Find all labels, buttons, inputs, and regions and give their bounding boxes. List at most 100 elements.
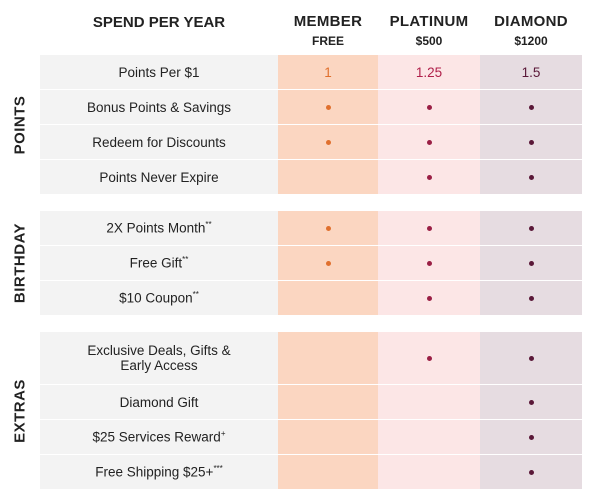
tier-cell: 1 <box>278 55 378 89</box>
tier-cell <box>378 385 480 419</box>
section-label: BIRTHDAY <box>11 222 29 304</box>
cell-dot <box>528 225 534 231</box>
row-label: 2X Points Month** <box>40 211 278 245</box>
tier-cell <box>378 125 480 159</box>
tier-price: $500 <box>415 34 443 48</box>
row-label-text: Free Shipping $25+*** <box>95 464 223 480</box>
row-label-note: + <box>220 429 226 439</box>
section-title: BIRTHDAY <box>0 211 40 315</box>
cell-dot <box>325 225 331 231</box>
cell-dot <box>528 174 534 180</box>
row-label-main: Exclusive Deals, Gifts & Early Access <box>87 343 231 373</box>
tier-cell: 1.25 <box>378 55 480 89</box>
cell-dot <box>426 104 432 110</box>
tier-cell <box>480 281 582 315</box>
cell-dot <box>528 399 534 405</box>
cell-dot <box>426 225 432 231</box>
table-row: Redeem for Discounts <box>40 125 582 159</box>
row-label-text: Bonus Points & Savings <box>87 100 231 115</box>
row-label: $10 Coupon** <box>40 281 278 315</box>
tier-cell <box>480 332 582 384</box>
section-title: EXTRAS <box>0 332 40 489</box>
tier-cell <box>480 160 582 194</box>
row-label: Points Never Expire <box>40 160 278 194</box>
tier-cell <box>378 246 480 280</box>
row-label: Diamond Gift <box>40 385 278 419</box>
tier-name: DIAMOND <box>494 13 568 30</box>
tier-header: PLATINUM $500 <box>378 0 480 55</box>
tier-cell <box>480 455 582 489</box>
table-row: Diamond Gift <box>40 385 582 419</box>
cell-dot <box>426 174 432 180</box>
table-row: 2X Points Month** <box>40 211 582 245</box>
table-row: Bonus Points & Savings <box>40 90 582 124</box>
section-label: POINTS <box>11 95 29 154</box>
cell-dot <box>528 469 534 475</box>
row-label: Free Shipping $25+*** <box>40 455 278 489</box>
header-title: SPEND PER YEAR <box>92 14 226 31</box>
row-label-text: Diamond Gift <box>120 395 199 410</box>
tier-cell <box>480 420 582 454</box>
cell-dot <box>528 260 534 266</box>
tier-header: MEMBER FREE <box>278 0 378 55</box>
cell-dot <box>426 295 432 301</box>
tier-cell <box>378 211 480 245</box>
row-label-text: $10 Coupon** <box>119 290 199 306</box>
row-label-main: Bonus Points & Savings <box>86 99 232 115</box>
row-label-text: Free Gift** <box>130 255 189 271</box>
row-label-main: 2X Points Month <box>106 220 206 236</box>
row-label-text: Points Per $1 <box>118 65 199 80</box>
tier-name: MEMBER <box>293 13 363 30</box>
tier-cell <box>378 455 480 489</box>
row-label: Points Per $1 <box>40 55 278 89</box>
tier-cell <box>278 332 378 384</box>
cell-value: 1.5 <box>521 64 541 80</box>
row-label-main: $10 Coupon <box>119 290 193 306</box>
section-rows: Points Per $1 1 1.25 1.5 Bonus Points & Savi… <box>40 55 582 194</box>
tier-cell <box>278 281 378 315</box>
row-label: Redeem for Discounts <box>40 125 278 159</box>
row-label-text: Redeem for Discounts <box>92 135 226 150</box>
row-label-main: Free Gift <box>129 255 183 271</box>
row-label-note: *** <box>213 464 223 474</box>
tier-cell <box>378 332 480 384</box>
row-label-main: Points Per $1 <box>118 64 200 80</box>
tier-cell <box>278 125 378 159</box>
tier-cell <box>480 90 582 124</box>
row-label-main: Diamond Gift <box>119 394 199 410</box>
table-row: Free Gift** <box>40 246 582 280</box>
tier-cell <box>480 211 582 245</box>
row-label-note: ** <box>205 220 212 230</box>
row-label-text: Points Never Expire <box>99 170 218 185</box>
cell-dot <box>528 104 534 110</box>
cell-dot <box>325 104 331 110</box>
section-rows: 2X Points Month** Free Gift** $10 Coupon** <box>40 211 582 315</box>
cell-value: 1 <box>324 64 332 80</box>
row-label-text: Exclusive Deals, Gifts & Early Access <box>80 343 238 373</box>
row-label-text: $25 Services Reward+ <box>93 429 226 445</box>
tier-cell <box>278 420 378 454</box>
tier-cell <box>278 246 378 280</box>
cell-dot <box>325 260 331 266</box>
row-label: Bonus Points & Savings <box>40 90 278 124</box>
tier-cell <box>278 385 378 419</box>
tier-cell <box>278 160 378 194</box>
tier-cell <box>278 455 378 489</box>
row-label-main: Free Shipping $25+ <box>95 464 214 480</box>
tier-price: FREE <box>311 34 344 48</box>
table-row: Free Shipping $25+*** <box>40 455 582 489</box>
table-row: $25 Services Reward+ <box>40 420 582 454</box>
tier-header: DIAMOND $1200 <box>480 0 582 55</box>
row-label: Free Gift** <box>40 246 278 280</box>
row-label: Exclusive Deals, Gifts & Early Access <box>40 332 278 384</box>
table-row: Points Never Expire <box>40 160 582 194</box>
section-rows: Exclusive Deals, Gifts & Early Access Dia… <box>40 332 582 489</box>
tier-price: $1200 <box>514 34 548 48</box>
tier-cell: 1.5 <box>480 55 582 89</box>
cell-dot <box>426 355 432 361</box>
tier-cell <box>378 420 480 454</box>
row-label-main: Points Never Expire <box>99 169 219 185</box>
cell-value: 1.25 <box>415 64 443 80</box>
row-label-main: $25 Services Reward <box>92 429 221 445</box>
